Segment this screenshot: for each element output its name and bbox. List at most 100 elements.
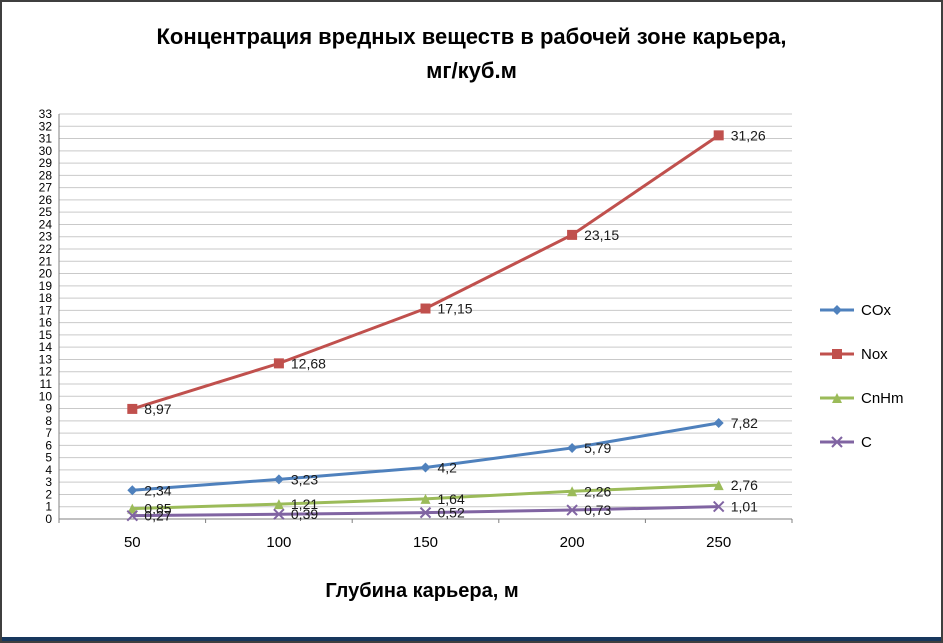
y-tick-label: 20 (39, 267, 53, 281)
marker-Nox-square-icon (713, 130, 724, 141)
y-tick-label: 25 (39, 205, 53, 219)
data-label-CnHm: 2,76 (731, 477, 758, 493)
data-label-Nox: 17,15 (438, 301, 473, 317)
legend-item-CnHm: CnHm (820, 386, 904, 410)
legend-square-icon (820, 349, 854, 359)
y-tick-label: 15 (39, 328, 53, 342)
y-tick-label: 27 (39, 181, 53, 195)
data-label-COx: 7,82 (731, 415, 758, 431)
marker-Nox-square-icon (273, 358, 284, 369)
x-tick-label: 250 (706, 534, 731, 551)
y-tick-label: 14 (39, 340, 53, 354)
y-tick-label: 32 (39, 119, 53, 133)
marker-C-x-icon (712, 500, 725, 513)
marker-Nox-square-icon (127, 403, 138, 414)
data-label-CnHm: 0,85 (144, 501, 171, 517)
x-tick-label: 100 (266, 534, 291, 551)
chart-title: Концентрация вредных веществ в рабочей з… (2, 20, 941, 88)
data-label-C: 1,01 (731, 499, 758, 515)
y-tick-label: 7 (45, 426, 52, 440)
data-label-CnHm: 1,21 (291, 496, 318, 512)
bottom-border-line (2, 637, 941, 641)
y-tick-label: 3 (45, 475, 52, 489)
marker-COx-diamond-icon (713, 418, 724, 429)
legend-label-C: C (861, 433, 872, 451)
y-tick-label: 8 (45, 414, 52, 428)
data-label-Nox: 8,97 (144, 401, 171, 417)
data-label-Nox: 31,26 (731, 127, 766, 143)
data-label-CnHm: 2,26 (584, 483, 611, 499)
legend-x-icon (820, 436, 854, 448)
y-tick-label: 11 (40, 377, 53, 391)
data-label-C: 0,39 (291, 506, 318, 522)
marker-C-x-icon (566, 504, 578, 516)
x-tick-label: 150 (413, 534, 438, 551)
marker-C-x-icon (273, 508, 285, 520)
y-tick-label: 30 (39, 144, 53, 158)
x-axis-title: Глубина карьера, м (325, 580, 519, 602)
y-tick-label: 22 (39, 242, 53, 256)
y-tick-label: 5 (45, 451, 52, 465)
marker-C-x-icon (419, 506, 432, 519)
y-tick-label: 12 (39, 365, 53, 379)
y-tick-label: 28 (39, 168, 53, 182)
legend-label-CnHm: CnHm (861, 389, 904, 407)
data-label-COx: 3,23 (291, 471, 318, 487)
legend-label-Nox: Nox (861, 345, 888, 363)
y-tick-label: 6 (45, 438, 52, 452)
y-tick-label: 4 (45, 463, 52, 477)
marker-COx-diamond-icon (420, 462, 431, 473)
legend: COx Nox CnHm C (820, 298, 904, 454)
legend-marker-diamond-icon (832, 305, 842, 315)
marker-CnHm-triangle-icon (713, 480, 724, 491)
x-tick-label: 50 (124, 534, 141, 551)
legend-item-C: C (820, 430, 904, 454)
y-tick-label: 23 (39, 230, 53, 244)
y-tick-label: 1 (45, 500, 52, 514)
legend-item-Nox: Nox (820, 342, 904, 366)
marker-CnHm-triangle-icon (567, 486, 578, 497)
marker-CnHm-triangle-icon (127, 503, 138, 514)
y-tick-label: 10 (39, 389, 53, 403)
y-tick-label: 0 (45, 512, 52, 526)
marker-COx-diamond-icon (273, 474, 284, 485)
y-tick-label: 9 (45, 402, 52, 416)
y-tick-label: 31 (39, 132, 53, 146)
marker-COx-diamond-icon (567, 442, 578, 453)
legend-marker-triangle-icon (832, 393, 842, 403)
data-label-C: 0,52 (438, 505, 465, 521)
y-tick-label: 13 (39, 352, 53, 366)
marker-COx-diamond-icon (127, 485, 138, 496)
y-tick-label: 17 (39, 303, 53, 317)
y-tick-label: 21 (39, 254, 53, 268)
data-label-CnHm: 1,64 (438, 491, 465, 507)
y-tick-label: 18 (39, 291, 53, 305)
marker-C-x-icon (126, 509, 139, 522)
plot-area: 0123456789101112131415161718192021222324… (39, 107, 793, 551)
data-label-COx: 4,2 (438, 459, 458, 475)
data-label-Nox: 23,15 (584, 227, 619, 243)
series-line-Nox (131, 134, 720, 411)
data-label-Nox: 12,68 (291, 355, 326, 371)
legend-item-COx: COx (820, 298, 904, 322)
y-tick-label: 24 (39, 217, 53, 231)
legend-triangle-icon (820, 393, 854, 403)
legend-marker-x-icon (831, 436, 843, 448)
legend-marker-square-icon (832, 349, 842, 359)
series-line-C (132, 505, 719, 518)
marker-Nox-square-icon (420, 303, 431, 314)
chart-title-line2: мг/куб.м (426, 58, 517, 83)
data-label-COx: 2,34 (144, 482, 171, 498)
marker-CnHm-triangle-icon (420, 493, 431, 504)
x-tick-label: 200 (560, 534, 585, 551)
y-tick-label: 16 (39, 316, 53, 330)
y-tick-label: 33 (39, 107, 53, 121)
marker-Nox-square-icon (567, 229, 578, 240)
y-tick-label: 2 (45, 487, 52, 501)
y-tick-label: 19 (39, 279, 53, 293)
chart-title-line1: Концентрация вредных веществ в рабочей з… (156, 24, 787, 49)
marker-CnHm-triangle-icon (273, 499, 284, 510)
data-label-COx: 5,79 (584, 440, 611, 456)
data-label-C: 0,27 (144, 508, 171, 524)
